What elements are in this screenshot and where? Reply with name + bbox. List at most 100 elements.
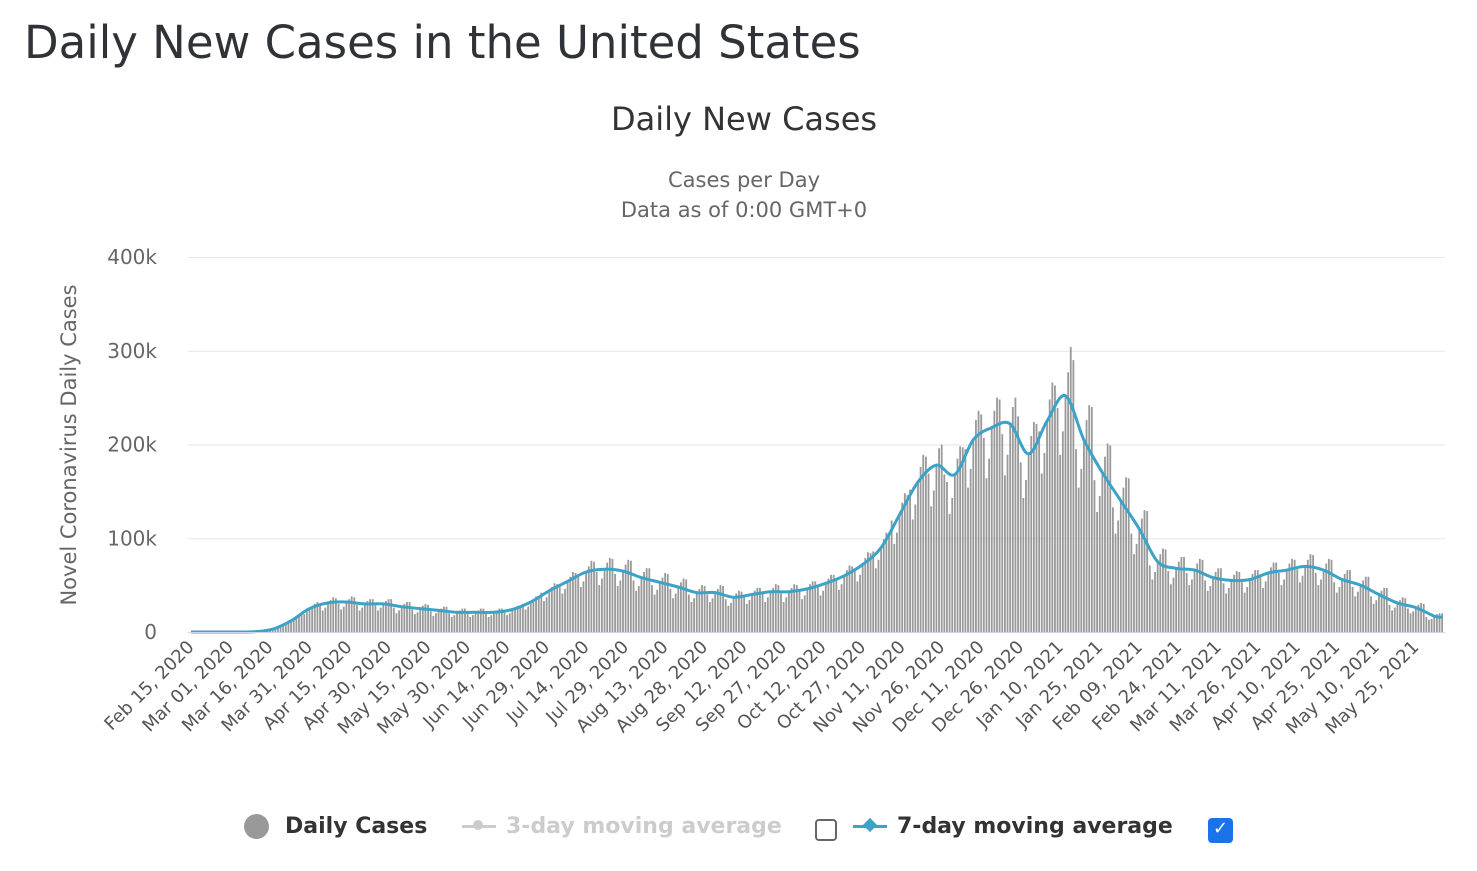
daily-case-bar [769, 591, 772, 632]
daily-case-bar [1414, 607, 1417, 632]
daily-case-bar [627, 559, 630, 632]
daily-case-bar [482, 608, 485, 632]
daily-case-bar [1430, 618, 1433, 632]
daily-case-bar [930, 506, 933, 632]
legend-item-daily-cases[interactable]: Daily Cases [244, 808, 427, 844]
daily-case-bar [719, 585, 722, 632]
daily-case-bar [914, 504, 917, 632]
daily-case-bar [342, 606, 345, 632]
daily-case-bar [785, 597, 788, 632]
daily-case-bar [1227, 587, 1230, 632]
daily-case-bar [635, 590, 638, 632]
daily-case-bar [1006, 454, 1009, 632]
daily-case-bar [816, 586, 819, 632]
daily-case-bar [651, 585, 653, 632]
daily-case-bar [587, 566, 590, 632]
daily-case-bar [519, 605, 522, 632]
daily-case-bar [803, 595, 806, 632]
daily-case-bar [295, 616, 298, 632]
daily-case-bar [379, 607, 382, 632]
chart-subtitle-units: Cases per Day [667, 168, 821, 192]
daily-case-bar [485, 613, 487, 632]
daily-case-bar [1354, 596, 1357, 632]
daily-case-bar [893, 543, 896, 632]
daily-case-bar [503, 610, 506, 632]
daily-case-bar [809, 584, 811, 632]
daily-case-bar [996, 397, 998, 632]
daily-case-bar [506, 615, 508, 632]
legend-item-3-day-average[interactable]: 3-day moving average [462, 808, 782, 844]
daily-case-bar [1077, 487, 1080, 632]
daily-case-bar [917, 482, 919, 632]
daily-case-bar [413, 614, 416, 632]
daily-case-bar [1104, 456, 1106, 632]
daily-case-bar [658, 582, 661, 632]
daily-case-bar [864, 557, 867, 632]
daily-case-bar [543, 601, 545, 632]
daily-case-bar [1356, 591, 1359, 632]
daily-case-bar [403, 603, 406, 632]
daily-case-bar [922, 454, 925, 632]
daily-case-bar [1209, 586, 1212, 632]
daily-case-bar [282, 625, 285, 632]
daily-case-bar [1401, 597, 1404, 632]
daily-case-bar [1106, 443, 1109, 632]
daily-case-bar [703, 586, 706, 632]
daily-case-bar [1325, 563, 1328, 632]
daily-case-bar [629, 560, 632, 632]
daily-case-bar [1349, 570, 1351, 632]
daily-case-bar [319, 604, 321, 632]
daily-case-bar [1156, 561, 1159, 632]
daily-case-bar [595, 572, 598, 632]
daily-case-bar [1017, 416, 1019, 632]
daily-case-bar [1362, 580, 1365, 632]
daily-case-bar [1090, 407, 1093, 632]
daily-case-bar [572, 572, 574, 632]
daily-case-bar [732, 597, 735, 632]
daily-case-bar [611, 558, 614, 632]
daily-case-bar [308, 608, 311, 632]
daily-case-bar [553, 583, 556, 632]
daily-case-bar [682, 578, 685, 632]
daily-case-bar [896, 532, 898, 632]
daily-case-bar [348, 599, 350, 632]
daily-case-bar [1180, 557, 1183, 632]
daily-case-bar [1093, 480, 1096, 632]
daily-case-bar [938, 448, 940, 632]
daily-case-bar [724, 599, 727, 632]
daily-case-bar [801, 599, 803, 632]
daily-case-bar [1243, 592, 1246, 632]
daily-case-bar [1054, 385, 1056, 632]
daily-case-bar [298, 614, 300, 632]
daily-case-bar [598, 585, 601, 632]
daily-case-bar [935, 465, 938, 632]
daily-case-bar [1214, 572, 1217, 632]
daily-case-bar [993, 410, 996, 632]
daily-case-bar [1143, 510, 1146, 632]
daily-case-bar [477, 610, 480, 632]
daily-case-bar [1064, 395, 1067, 632]
daily-case-bar [690, 602, 693, 632]
daily-case-bar [1185, 572, 1188, 632]
daily-case-bar [737, 590, 740, 632]
daily-case-bar [961, 447, 964, 632]
daily-case-bar [708, 602, 711, 632]
daily-case-bar [1420, 602, 1422, 632]
daily-case-bar [606, 562, 609, 632]
daily-case-bar [579, 587, 582, 632]
daily-case-bar [479, 608, 482, 632]
daily-case-bar [1191, 579, 1193, 632]
daily-case-bar [590, 560, 593, 632]
checkbox-7-day-average[interactable]: ✓ [1208, 818, 1233, 843]
daily-case-bar [1009, 423, 1012, 632]
daily-case-bar [835, 578, 838, 632]
checkbox-3-day-average[interactable] [815, 819, 837, 841]
daily-case-bar [313, 603, 316, 632]
daily-case-bar [1130, 533, 1133, 632]
daily-case-bar [1154, 572, 1156, 632]
daily-case-bar [653, 594, 656, 632]
daily-case-bar [777, 585, 780, 632]
daily-case-bar [911, 519, 914, 632]
daily-case-bar [1283, 579, 1286, 632]
legend-item-7-day-average[interactable]: 7-day moving average [853, 808, 1173, 844]
